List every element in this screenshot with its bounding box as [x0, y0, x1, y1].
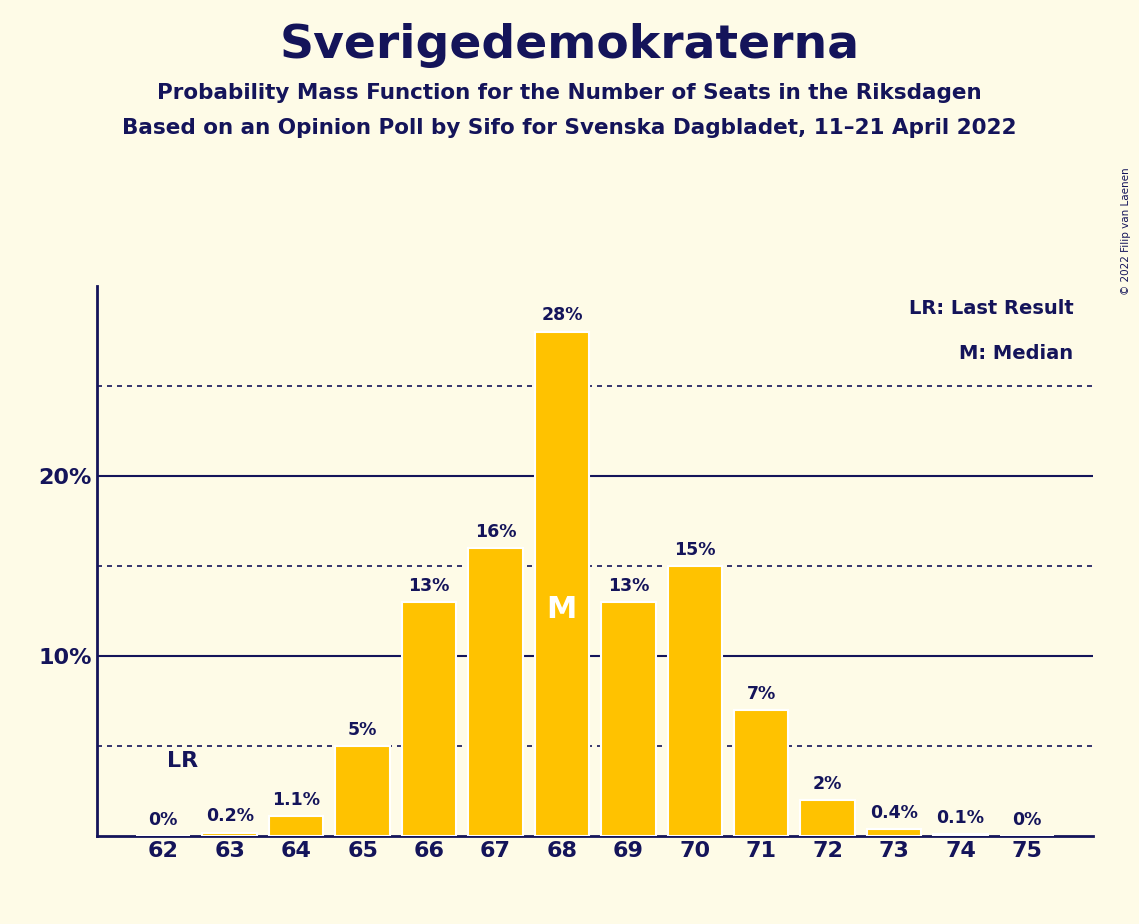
Text: LR: Last Result: LR: Last Result — [909, 299, 1074, 318]
Text: 28%: 28% — [541, 306, 583, 324]
Bar — [667, 565, 722, 836]
Text: 0.1%: 0.1% — [936, 809, 984, 827]
Bar — [203, 833, 257, 836]
Bar — [867, 829, 921, 836]
Bar — [933, 834, 988, 836]
Text: © 2022 Filip van Laenen: © 2022 Filip van Laenen — [1121, 167, 1131, 295]
Bar — [734, 710, 788, 836]
Text: Based on an Opinion Poll by Sifo for Svenska Dagbladet, 11–21 April 2022: Based on an Opinion Poll by Sifo for Sve… — [122, 118, 1017, 139]
Bar — [534, 332, 589, 836]
Text: 2%: 2% — [813, 775, 843, 793]
Text: M: Median: M: Median — [959, 344, 1074, 363]
Text: M: M — [547, 595, 577, 624]
Text: 5%: 5% — [347, 721, 377, 739]
Bar — [468, 548, 523, 836]
Text: Sverigedemokraterna: Sverigedemokraterna — [279, 23, 860, 68]
Bar — [335, 746, 390, 836]
Text: 15%: 15% — [674, 541, 715, 559]
Text: 7%: 7% — [746, 685, 776, 703]
Text: 16%: 16% — [475, 523, 516, 541]
Bar — [269, 817, 323, 836]
Text: 0.4%: 0.4% — [870, 804, 918, 821]
Bar — [402, 602, 457, 836]
Bar — [801, 800, 855, 836]
Text: 0.2%: 0.2% — [206, 808, 254, 825]
Text: 1.1%: 1.1% — [272, 791, 320, 809]
Text: 13%: 13% — [409, 577, 450, 595]
Text: 13%: 13% — [608, 577, 649, 595]
Text: 0%: 0% — [148, 811, 178, 829]
Text: Probability Mass Function for the Number of Seats in the Riksdagen: Probability Mass Function for the Number… — [157, 83, 982, 103]
Text: 0%: 0% — [1013, 811, 1042, 829]
Bar — [601, 602, 656, 836]
Text: LR: LR — [166, 751, 198, 772]
